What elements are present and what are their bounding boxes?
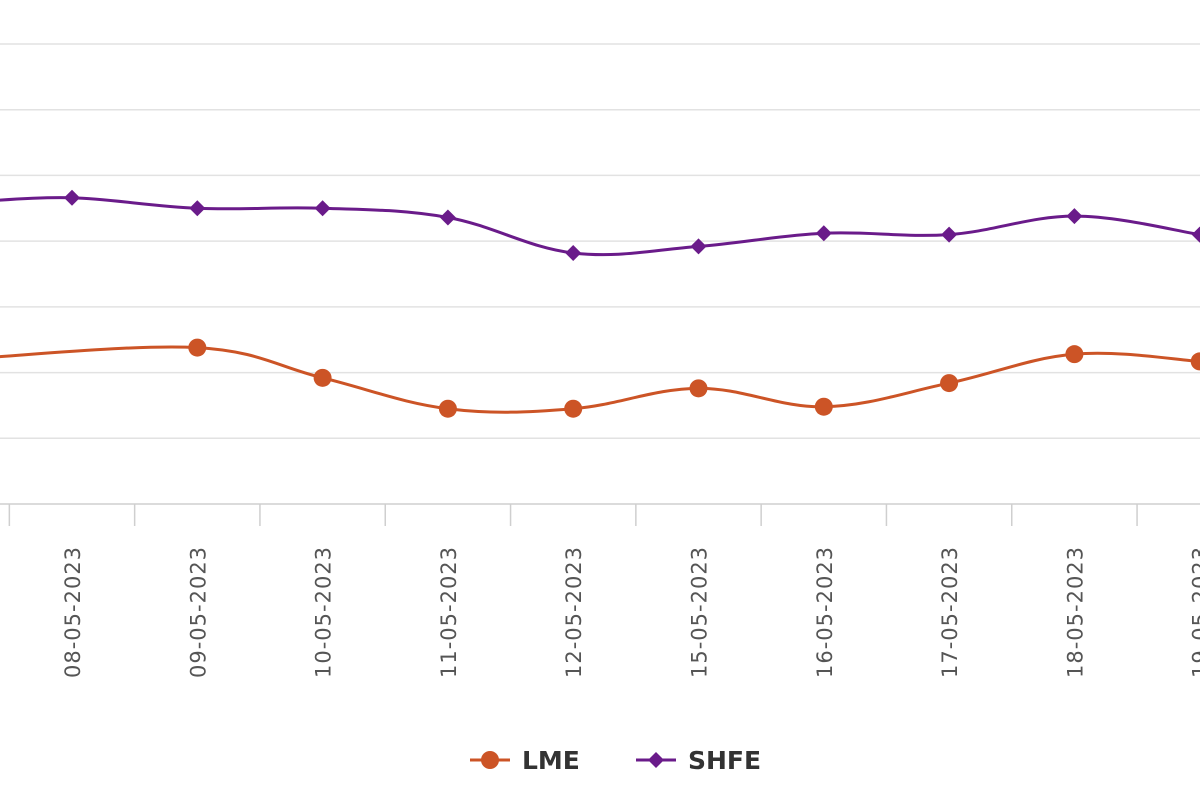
series-lme — [0, 338, 1200, 418]
x-tick-label: 08-05-2023 — [61, 546, 85, 678]
data-point-lme — [564, 399, 583, 418]
x-axis: 08-05-2023 09-05-2023 10-05-2023 11-05-2023… — [8, 504, 1200, 678]
data-point-lme — [689, 379, 708, 398]
x-tick-label: 09-05-2023 — [186, 546, 210, 678]
x-tick-label: 17-05-2023 — [938, 546, 962, 678]
series-line-shfe — [0, 196, 1200, 257]
series-shfe — [0, 189, 1200, 261]
data-point-lme — [1190, 352, 1200, 371]
data-point-shfe — [64, 189, 80, 206]
legend-label: LME — [522, 746, 580, 775]
x-tick-label: 19-05-2023 — [1189, 546, 1200, 678]
x-tick-label: 16-05-2023 — [813, 546, 837, 678]
legend-label: SHFE — [688, 746, 761, 775]
legend-marker — [648, 752, 664, 768]
data-point-lme — [438, 399, 457, 418]
data-point-lme — [814, 397, 833, 416]
grid-lines — [0, 43, 1200, 505]
data-point-shfe — [941, 226, 958, 243]
legend-marker — [481, 751, 499, 769]
legend-item-lme[interactable]: LME — [470, 746, 580, 775]
data-point-shfe — [439, 209, 456, 226]
data-point-shfe — [690, 238, 707, 255]
legend: LME SHFE — [470, 746, 761, 775]
x-tick-label: 12-05-2023 — [562, 546, 586, 678]
series-line-lme — [0, 345, 1200, 414]
x-tick-label: 15-05-2023 — [688, 546, 712, 678]
data-point-shfe — [565, 244, 582, 261]
x-tick-label: 10-05-2023 — [312, 546, 336, 678]
data-point-lme — [1065, 345, 1084, 364]
data-point-shfe — [314, 200, 331, 217]
series-layer — [0, 189, 1200, 418]
data-point-shfe — [189, 200, 206, 217]
data-point-shfe — [1191, 226, 1200, 243]
data-point-lme — [188, 338, 207, 357]
data-point-lme — [313, 368, 332, 387]
data-point-lme — [940, 374, 959, 393]
x-tick-label: 11-05-2023 — [437, 546, 461, 678]
data-point-shfe — [815, 225, 832, 242]
x-tick-label: 18-05-2023 — [1063, 546, 1087, 678]
data-point-shfe — [1066, 208, 1083, 225]
legend-item-shfe[interactable]: SHFE — [636, 746, 761, 775]
